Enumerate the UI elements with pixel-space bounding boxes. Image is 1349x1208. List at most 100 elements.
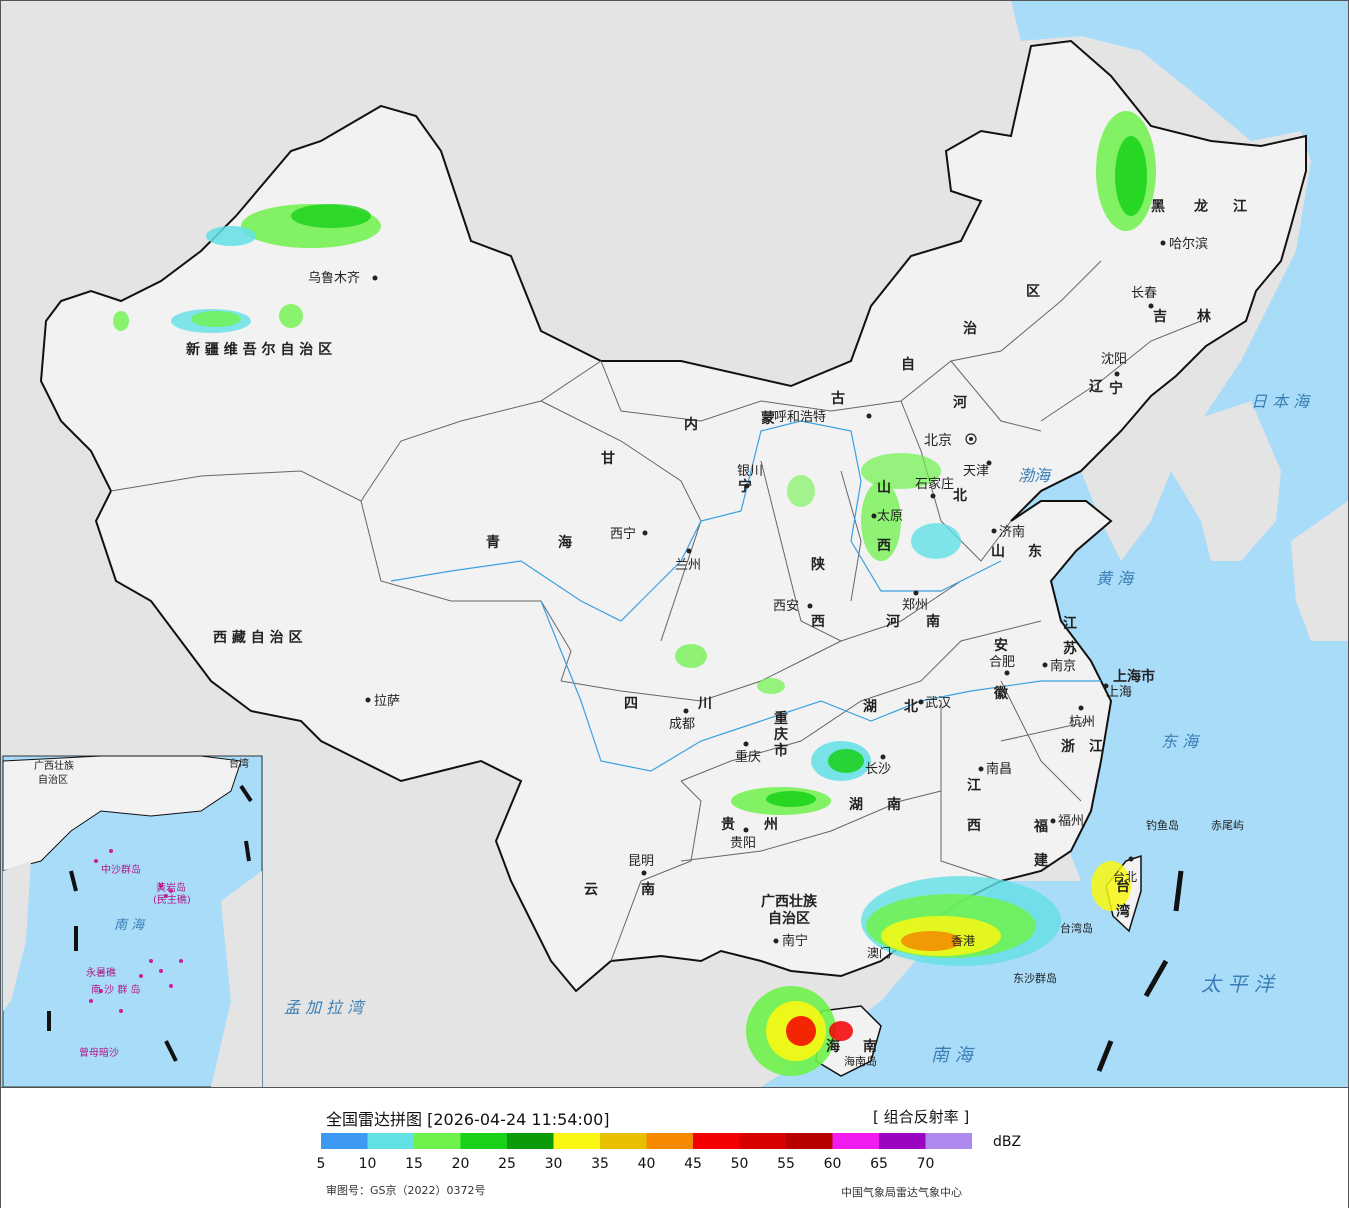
sea-label-south: 南 海 <box>931 1045 976 1066</box>
color-scale-swatch <box>786 1133 833 1149</box>
color-scale-swatch <box>321 1133 368 1149</box>
svg-text:济南: 济南 <box>999 524 1025 540</box>
region-label: 山 <box>991 544 1005 560</box>
dongsha-islands-label: 东沙群岛 <box>1013 971 1057 985</box>
region-label: 北 <box>953 488 967 504</box>
color-scale-swatch <box>739 1133 786 1149</box>
color-scale-swatch <box>879 1133 926 1149</box>
inset-label: 南 沙 群 岛 <box>91 983 141 996</box>
region-label: 治 <box>963 320 977 337</box>
city-shijiazhuang: 石家庄 <box>915 476 954 499</box>
city-yinchuan: 银川 <box>737 464 763 489</box>
region-label: 苏 <box>1063 640 1077 657</box>
province-boundaries <box>110 260 1202 962</box>
region-label: 江 <box>1233 198 1247 215</box>
region-label: 河 <box>953 394 967 411</box>
region-label: 河 <box>886 613 900 630</box>
region-label: 湾 <box>1116 903 1130 920</box>
region-label: 甘 <box>601 450 615 467</box>
region-label: 广西壮族 <box>761 893 818 910</box>
region-label: 自治区 <box>768 910 810 927</box>
color-scale-tick-label: 20 <box>451 1156 470 1172</box>
region-label: 台 <box>1116 878 1130 895</box>
sea-label-yellow: 黄 海 <box>1096 569 1135 588</box>
region-label: 西 <box>877 538 891 554</box>
sea-label-bohai: 渤海 <box>1018 466 1052 485</box>
region-label: 浙 <box>1061 738 1075 755</box>
city-lanzhou: 兰州 <box>675 548 701 573</box>
svg-text:武汉: 武汉 <box>925 696 951 711</box>
svg-text:郑州: 郑州 <box>902 598 928 613</box>
svg-text:上海: 上海 <box>1106 685 1132 700</box>
inset-label: (民主礁) <box>153 893 191 906</box>
color-scale-tick-label: 10 <box>358 1156 377 1172</box>
region-label: 湖 <box>849 797 863 813</box>
china-mainland <box>39 39 1307 993</box>
region-label: 福 <box>1033 818 1048 835</box>
city-xian: 西安 <box>773 599 813 614</box>
svg-text:福州: 福州 <box>1058 814 1084 829</box>
region-label: 西 藏 自 治 区 <box>213 629 303 646</box>
color-scale-swatch <box>693 1133 740 1149</box>
svg-text:兰州: 兰州 <box>675 558 701 573</box>
color-scale-tick-label: 30 <box>544 1156 563 1172</box>
region-label: 宁 <box>1109 380 1123 397</box>
color-scale-swatch <box>832 1133 879 1149</box>
color-scale-swatch <box>646 1133 693 1149</box>
region-label: 南 <box>887 796 901 813</box>
region-label: 云 <box>584 882 598 898</box>
region-label: 庆 <box>774 726 788 743</box>
region-label: 海 <box>826 1038 840 1055</box>
region-label: 南 <box>926 613 940 630</box>
svg-text:石家庄: 石家庄 <box>915 476 954 492</box>
inset-label: 永暑礁 <box>86 966 116 979</box>
region-label: 新 疆 维 吾 尔 自 治 区 <box>186 341 332 358</box>
legend-panel: 全国雷达拼图 [2026-04-24 11:54:00] [ 组合反射率 ] d… <box>1 1087 1348 1208</box>
color-scale-tick-label: 65 <box>870 1156 888 1172</box>
region-label: 湖 <box>863 699 877 715</box>
city-shanghai: 上海 <box>1103 683 1132 700</box>
color-scale-tick-label: 5 <box>316 1156 326 1172</box>
color-scale-ticks: 5 10 15 20 25 30 35 40 45 50 55 60 65 70 <box>1 1156 1348 1174</box>
svg-text:银川: 银川 <box>737 464 763 479</box>
region-label: 川 <box>697 696 712 712</box>
color-scale-tick-label: 60 <box>823 1156 842 1172</box>
svg-text:乌鲁木齐: 乌鲁木齐 <box>308 270 360 286</box>
product-label: [ 组合反射率 ] <box>873 1108 970 1126</box>
svg-text:西安: 西安 <box>773 599 799 614</box>
inset-label: 黄岩岛 <box>156 881 186 894</box>
svg-text:西宁: 西宁 <box>610 526 636 542</box>
taiwan-island-label: 台湾岛 <box>1060 921 1093 935</box>
legend-title: 全国雷达拼图 [2026-04-24 11:54:00] <box>326 1110 610 1129</box>
diaoyu-island-label: 钓鱼岛 <box>1146 818 1179 832</box>
region-label: 辽 <box>1089 379 1104 395</box>
inset-label: 台湾 <box>229 757 249 770</box>
city-chongqing: 重庆 <box>735 741 761 765</box>
region-label: 陕 <box>811 556 825 573</box>
unit-label: dBZ <box>993 1134 1022 1150</box>
city-zhengzhou: 郑州 <box>902 590 928 613</box>
region-label: 山 <box>877 480 891 496</box>
korea-japan-land <box>1171 401 1281 561</box>
city-macau: 澳门 <box>867 945 891 960</box>
region-label: 西 <box>967 818 981 834</box>
city-changchun: 长春 <box>1131 286 1157 309</box>
svg-text:南宁: 南宁 <box>782 933 808 949</box>
city-changsha: 长沙 <box>865 754 891 777</box>
color-scale-tick-label: 50 <box>730 1156 749 1172</box>
sea-label-pacific: 太 平 洋 <box>1201 972 1276 996</box>
color-scale-swatch <box>553 1133 600 1149</box>
inset-label: 曾母暗沙 <box>79 1046 119 1059</box>
region-label: 自 <box>901 356 915 373</box>
data-source: 中国气象局雷达气象中心 <box>841 1186 962 1199</box>
region-label: 海 <box>558 534 572 551</box>
svg-text:贵阳: 贵阳 <box>730 836 756 851</box>
region-label: 黑 <box>1151 199 1165 215</box>
chiwei-islet-label: 赤尾屿 <box>1211 819 1244 832</box>
city-wuhan: 武汉 <box>918 696 951 711</box>
region-label: 四 <box>624 696 638 712</box>
city-hohhot: 呼和浩特 <box>774 410 872 425</box>
city-hongkong: 香港 <box>951 934 975 948</box>
region-label: 林 <box>1197 308 1211 325</box>
color-scale-tick-label: 55 <box>777 1156 795 1172</box>
